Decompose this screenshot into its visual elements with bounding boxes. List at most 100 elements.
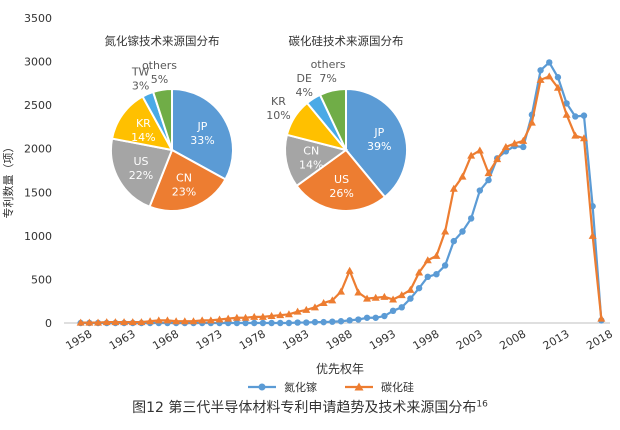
data-point bbox=[293, 307, 302, 315]
legend: 氮化镓 碳化硅 bbox=[248, 380, 414, 394]
data-point bbox=[329, 318, 336, 325]
data-point bbox=[423, 256, 432, 264]
x-tick-label: 1973 bbox=[194, 327, 225, 352]
x-axis-label: 优先权年 bbox=[316, 362, 364, 376]
pie-value: 26% bbox=[329, 187, 353, 200]
data-point bbox=[277, 319, 284, 327]
data-point bbox=[345, 266, 354, 274]
x-tick-label: 2008 bbox=[497, 327, 528, 352]
data-point bbox=[172, 317, 181, 325]
pie-value: 10% bbox=[266, 109, 290, 122]
pie-label: US bbox=[133, 155, 148, 168]
data-point bbox=[371, 293, 380, 301]
data-point bbox=[553, 83, 562, 91]
data-point bbox=[320, 318, 327, 326]
data-point bbox=[241, 313, 250, 321]
y-tick-label: 1500 bbox=[24, 186, 52, 199]
data-point bbox=[259, 319, 267, 327]
pie-label: US bbox=[334, 173, 349, 186]
data-point bbox=[554, 74, 562, 81]
data-point bbox=[258, 312, 267, 320]
x-tick-label: 1988 bbox=[324, 327, 355, 352]
data-point bbox=[536, 75, 545, 83]
data-point bbox=[354, 288, 363, 296]
legend-label: 碳化硅 bbox=[381, 380, 414, 394]
data-point bbox=[251, 319, 258, 327]
data-point bbox=[476, 187, 484, 194]
data-point bbox=[111, 318, 120, 326]
pie-label: JP bbox=[373, 126, 384, 139]
pie-slice-jp bbox=[345, 87, 408, 199]
data-point bbox=[520, 143, 527, 151]
data-point bbox=[562, 110, 571, 118]
line-chart: 0 500 1000 1500 2000 2500 3000 3500 1958 1963 196… bbox=[1, 12, 615, 394]
x-axis: 1958 1963 1968 1973 1978 1983 1988 1993 1998 2003… bbox=[64, 322, 615, 353]
y-tick-label: 3000 bbox=[24, 56, 52, 69]
data-point bbox=[380, 292, 389, 300]
data-point bbox=[198, 316, 207, 324]
data-point bbox=[355, 316, 362, 323]
pie-slice-jp bbox=[171, 87, 234, 181]
data-point bbox=[328, 296, 337, 304]
data-point bbox=[311, 318, 319, 326]
pie-label: KR bbox=[136, 117, 151, 130]
data-point bbox=[310, 303, 319, 311]
pie-label: KR bbox=[271, 95, 286, 108]
data-point bbox=[527, 118, 536, 126]
data-point bbox=[563, 100, 570, 107]
pie-value: 22% bbox=[129, 169, 153, 182]
data-point bbox=[459, 228, 466, 235]
data-point bbox=[76, 318, 85, 326]
pie-value: 5% bbox=[151, 73, 168, 86]
caption-reference: 16 bbox=[476, 399, 488, 410]
pie-value: 3% bbox=[132, 79, 149, 92]
legend-marker bbox=[258, 383, 266, 391]
data-point bbox=[450, 237, 458, 245]
data-point bbox=[397, 291, 406, 299]
pie-title: 碳化硅技术来源国分布 bbox=[289, 34, 404, 48]
x-tick-label: 1963 bbox=[107, 327, 138, 352]
figure-caption: 图12 第三代半导体材料专利申请趋势及技术来源国分布16 bbox=[0, 397, 620, 417]
data-point bbox=[242, 319, 249, 327]
data-point bbox=[154, 316, 163, 324]
data-point bbox=[303, 319, 310, 326]
pie-value: 14% bbox=[131, 131, 155, 144]
data-point bbox=[424, 273, 431, 281]
x-tick-label: 1998 bbox=[411, 327, 442, 352]
data-point bbox=[233, 319, 241, 327]
pie-value: 33% bbox=[190, 134, 214, 147]
y-tick-label: 2500 bbox=[24, 99, 52, 112]
data-point bbox=[510, 139, 519, 147]
data-point bbox=[250, 312, 259, 320]
data-point bbox=[102, 318, 111, 326]
x-tick-label: 1983 bbox=[280, 327, 311, 352]
pie-slice-cn bbox=[284, 133, 349, 188]
data-point bbox=[407, 295, 414, 302]
data-point bbox=[484, 169, 493, 177]
y-tick-label: 3500 bbox=[24, 12, 52, 25]
data-point bbox=[433, 271, 440, 278]
data-point bbox=[285, 319, 293, 327]
data-point bbox=[441, 227, 450, 235]
pie-value: 14% bbox=[299, 159, 323, 172]
data-point bbox=[415, 268, 424, 276]
pie-slice-us bbox=[110, 137, 174, 209]
pie-label: others bbox=[142, 59, 177, 72]
data-point bbox=[189, 317, 198, 325]
pie-value: 4% bbox=[295, 86, 312, 99]
data-point bbox=[493, 155, 502, 163]
data-point bbox=[571, 131, 580, 139]
data-point bbox=[501, 142, 510, 150]
data-point bbox=[294, 319, 301, 326]
data-point bbox=[381, 312, 388, 320]
pie-label: DE bbox=[296, 72, 311, 85]
y-axis: 0 500 1000 1500 2000 2500 3000 3500 bbox=[24, 12, 52, 330]
data-point bbox=[485, 176, 492, 184]
data-point bbox=[180, 317, 189, 325]
data-point bbox=[137, 318, 146, 326]
data-point bbox=[372, 314, 379, 321]
x-tick-label: 2003 bbox=[454, 327, 485, 352]
data-point bbox=[441, 262, 449, 269]
